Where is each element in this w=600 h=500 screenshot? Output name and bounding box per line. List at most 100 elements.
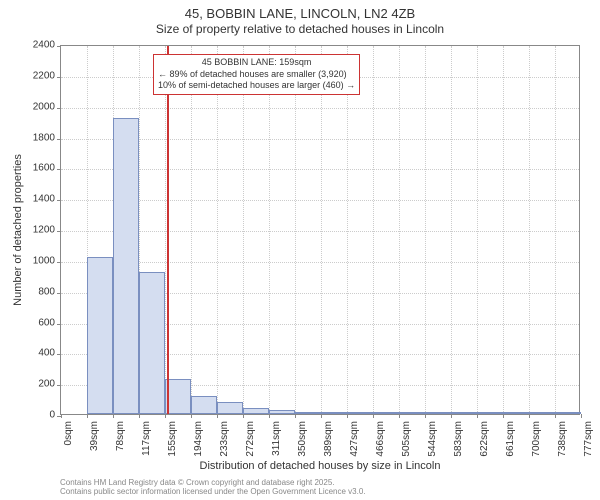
histogram-bar <box>139 272 165 414</box>
xtick-label: 505sqm <box>401 421 412 457</box>
annotation-box: 45 BOBBIN LANE: 159sqm ← 89% of detached… <box>153 54 360 95</box>
histogram-bar <box>503 412 529 414</box>
ytick-label: 1400 <box>33 194 55 205</box>
gridline-v <box>295 46 296 414</box>
ytick-label: 2400 <box>33 40 55 51</box>
ytick-label: 1800 <box>33 132 55 143</box>
ytick-mark <box>57 139 61 140</box>
gridline-v <box>373 46 374 414</box>
gridline-v <box>529 46 530 414</box>
ytick-label: 400 <box>38 348 55 359</box>
xtick-mark <box>425 414 426 418</box>
xtick-mark <box>269 414 270 418</box>
annotation-line3: 10% of semi-detached houses are larger (… <box>158 80 355 92</box>
histogram-bar <box>191 396 217 415</box>
xtick-mark <box>191 414 192 418</box>
xtick-mark <box>61 414 62 418</box>
chart-title-sub: Size of property relative to detached ho… <box>0 22 600 36</box>
gridline-v <box>555 46 556 414</box>
xtick-label: 583sqm <box>453 421 464 457</box>
xtick-mark <box>555 414 556 418</box>
xtick-mark <box>503 414 504 418</box>
histogram-bar <box>113 118 139 414</box>
ytick-mark <box>57 293 61 294</box>
gridline-v <box>191 46 192 414</box>
xtick-label: 0sqm <box>63 421 74 445</box>
histogram-bar <box>295 412 321 414</box>
histogram-bar <box>243 408 269 414</box>
histogram-bar <box>321 412 347 414</box>
xtick-mark <box>295 414 296 418</box>
histogram-bar <box>347 412 373 414</box>
histogram-bar <box>477 412 503 414</box>
ytick-mark <box>57 262 61 263</box>
histogram-bar <box>529 412 555 414</box>
xtick-label: 427sqm <box>349 421 360 457</box>
ytick-mark <box>57 200 61 201</box>
ytick-label: 1000 <box>33 255 55 266</box>
plot-area: 45 BOBBIN LANE: 159sqm ← 89% of detached… <box>60 45 580 415</box>
gridline-v <box>451 46 452 414</box>
xtick-mark <box>373 414 374 418</box>
ytick-mark <box>57 77 61 78</box>
ytick-label: 600 <box>38 317 55 328</box>
xtick-mark <box>529 414 530 418</box>
xtick-mark <box>113 414 114 418</box>
histogram-bar <box>555 412 581 414</box>
xtick-label: 117sqm <box>141 421 152 456</box>
reference-line <box>167 46 169 414</box>
xtick-label: 466sqm <box>375 421 386 457</box>
histogram-bar <box>451 412 477 414</box>
ytick-mark <box>57 324 61 325</box>
ytick-mark <box>57 46 61 47</box>
xtick-mark <box>139 414 140 418</box>
xtick-label: 389sqm <box>323 421 334 457</box>
xtick-label: 777sqm <box>583 421 594 457</box>
ytick-label: 2000 <box>33 101 55 112</box>
x-axis-label: Distribution of detached houses by size … <box>60 460 580 472</box>
ytick-mark <box>57 231 61 232</box>
gridline-v <box>425 46 426 414</box>
xtick-label: 311sqm <box>271 421 282 456</box>
annotation-line1: 45 BOBBIN LANE: 159sqm <box>158 57 355 69</box>
ytick-label: 800 <box>38 286 55 297</box>
histogram-bar <box>87 257 113 414</box>
xtick-mark <box>347 414 348 418</box>
chart-title-main: 45, BOBBIN LANE, LINCOLN, LN2 4ZB <box>0 6 600 21</box>
xtick-mark <box>87 414 88 418</box>
ytick-mark <box>57 385 61 386</box>
xtick-mark <box>217 414 218 418</box>
gridline-v <box>321 46 322 414</box>
gridline-v <box>217 46 218 414</box>
xtick-label: 700sqm <box>531 421 542 457</box>
footer-line1: Contains HM Land Registry data © Crown c… <box>60 478 366 488</box>
histogram-bar <box>217 402 243 414</box>
gridline-v <box>347 46 348 414</box>
xtick-label: 622sqm <box>479 421 490 457</box>
ytick-label: 200 <box>38 379 55 390</box>
ytick-mark <box>57 108 61 109</box>
xtick-label: 39sqm <box>89 421 100 451</box>
xtick-mark <box>451 414 452 418</box>
histogram-bar <box>399 412 425 414</box>
ytick-mark <box>57 354 61 355</box>
xtick-mark <box>243 414 244 418</box>
xtick-label: 272sqm <box>245 421 256 457</box>
ytick-label: 0 <box>49 410 55 421</box>
ytick-label: 2200 <box>33 70 55 81</box>
gridline-v <box>503 46 504 414</box>
xtick-mark <box>581 414 582 418</box>
ytick-label: 1200 <box>33 225 55 236</box>
xtick-mark <box>321 414 322 418</box>
gridline-v <box>477 46 478 414</box>
histogram-bar <box>425 412 451 414</box>
y-axis-label: Number of detached properties <box>12 154 24 306</box>
ytick-mark <box>57 169 61 170</box>
footer: Contains HM Land Registry data © Crown c… <box>60 478 366 497</box>
annotation-line2: ← 89% of detached houses are smaller (3,… <box>158 69 355 81</box>
xtick-label: 233sqm <box>219 421 230 457</box>
gridline-v <box>399 46 400 414</box>
xtick-label: 738sqm <box>557 421 568 457</box>
chart-container: 45, BOBBIN LANE, LINCOLN, LN2 4ZB Size o… <box>0 0 600 500</box>
xtick-label: 350sqm <box>297 421 308 457</box>
